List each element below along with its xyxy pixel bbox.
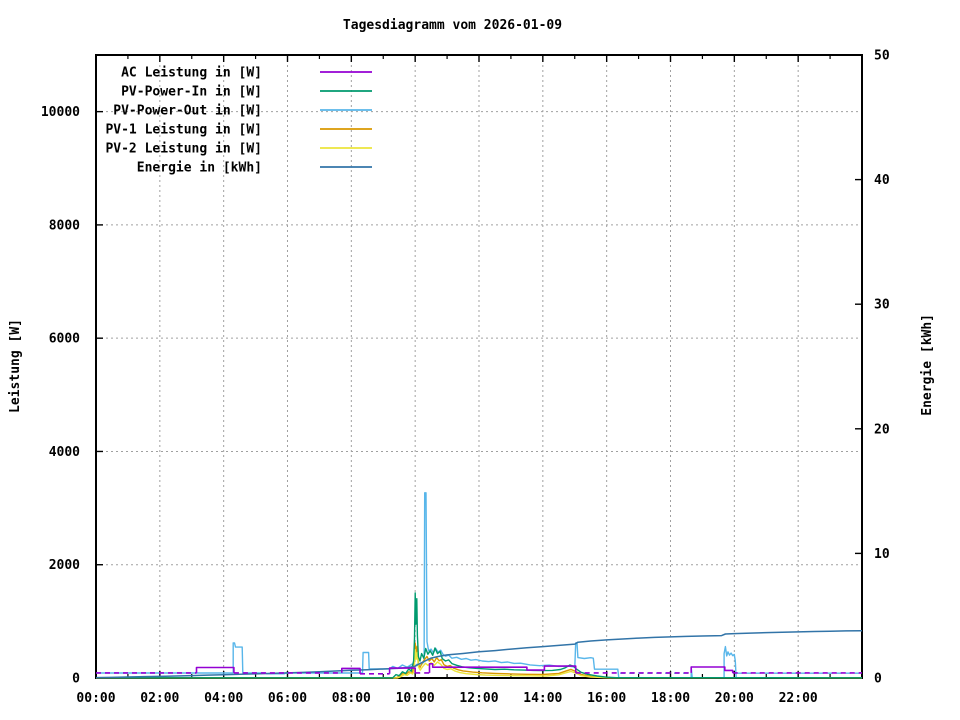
x-tick-label-14-00: 14:00 [523,691,562,706]
x-tick-label-04-00: 04:00 [204,691,243,706]
series-line-ac-leistung-in-w-seg7 [341,667,361,674]
legend-label-pv-1-leistung-in-w: PV-1 Leistung in [W] [105,123,262,138]
y-right-tick-label-40: 40 [874,173,890,188]
x-tick-label-12-00: 12:00 [459,691,498,706]
x-tick-label-06-00: 06:00 [268,691,307,706]
series-line-pv-power-out-in-w-seg2 [723,645,737,678]
x-tick-label-16-00: 16:00 [587,691,626,706]
x-tick-label-22-00: 22:00 [779,691,818,706]
x-tick-label-20-00: 20:00 [715,691,754,706]
series-line-ac-leistung-in-w-seg9 [428,663,577,673]
y-left-tick-label-8000: 8000 [49,218,80,233]
series-line-ac-leistung-in-w-seg6 [195,666,235,673]
x-tick-label-02-00: 02:00 [140,691,179,706]
x-tick-label-08-00: 08:00 [332,691,371,706]
series-line-ac-leistung-in-w-seg10 [690,666,734,673]
x-tick-label-10-00: 10:00 [396,691,435,706]
series-line-pv-2-leistung-in-w [96,649,862,679]
y-left-tick-label-2000: 2000 [49,558,80,573]
legend-label-pv-2-leistung-in-w: PV-2 Leistung in [W] [105,142,262,157]
y-right-tick-label-10: 10 [874,547,890,562]
x-tick-label-18-00: 18:00 [651,691,690,706]
y-right-tick-label-20: 20 [874,422,890,437]
y-right-tick-label-0: 0 [874,672,882,687]
y-left-tick-label-10000: 10000 [41,105,80,120]
y-right-tick-label-50: 50 [874,49,890,64]
series-line-ac-leistung-in-w-seg8 [388,667,416,674]
y-right-tick-label-30: 30 [874,298,890,313]
series-line-pv-power-out-in-w-seg0 [96,492,620,678]
y-left-tick-label-6000: 6000 [49,332,80,347]
x-tick-label-00-00: 00:00 [76,691,115,706]
legend-label-pv-power-in-in-w: PV-Power-In in [W] [121,85,262,100]
y-left-tick-label-0: 0 [72,672,80,687]
legend-label-energie-in-kwh: Energie in [kWh] [137,161,262,176]
y-left-tick-label-4000: 4000 [49,445,80,460]
series-line-energie-in-kwh [95,629,863,679]
legend-label-ac-leistung-in-w: AC Leistung in [W] [121,66,262,81]
chart-title: Tagesdiagramm vom 2026-01-09 [342,18,563,33]
legend-label-pv-power-out-in-w: PV-Power-Out in [W] [113,104,262,119]
